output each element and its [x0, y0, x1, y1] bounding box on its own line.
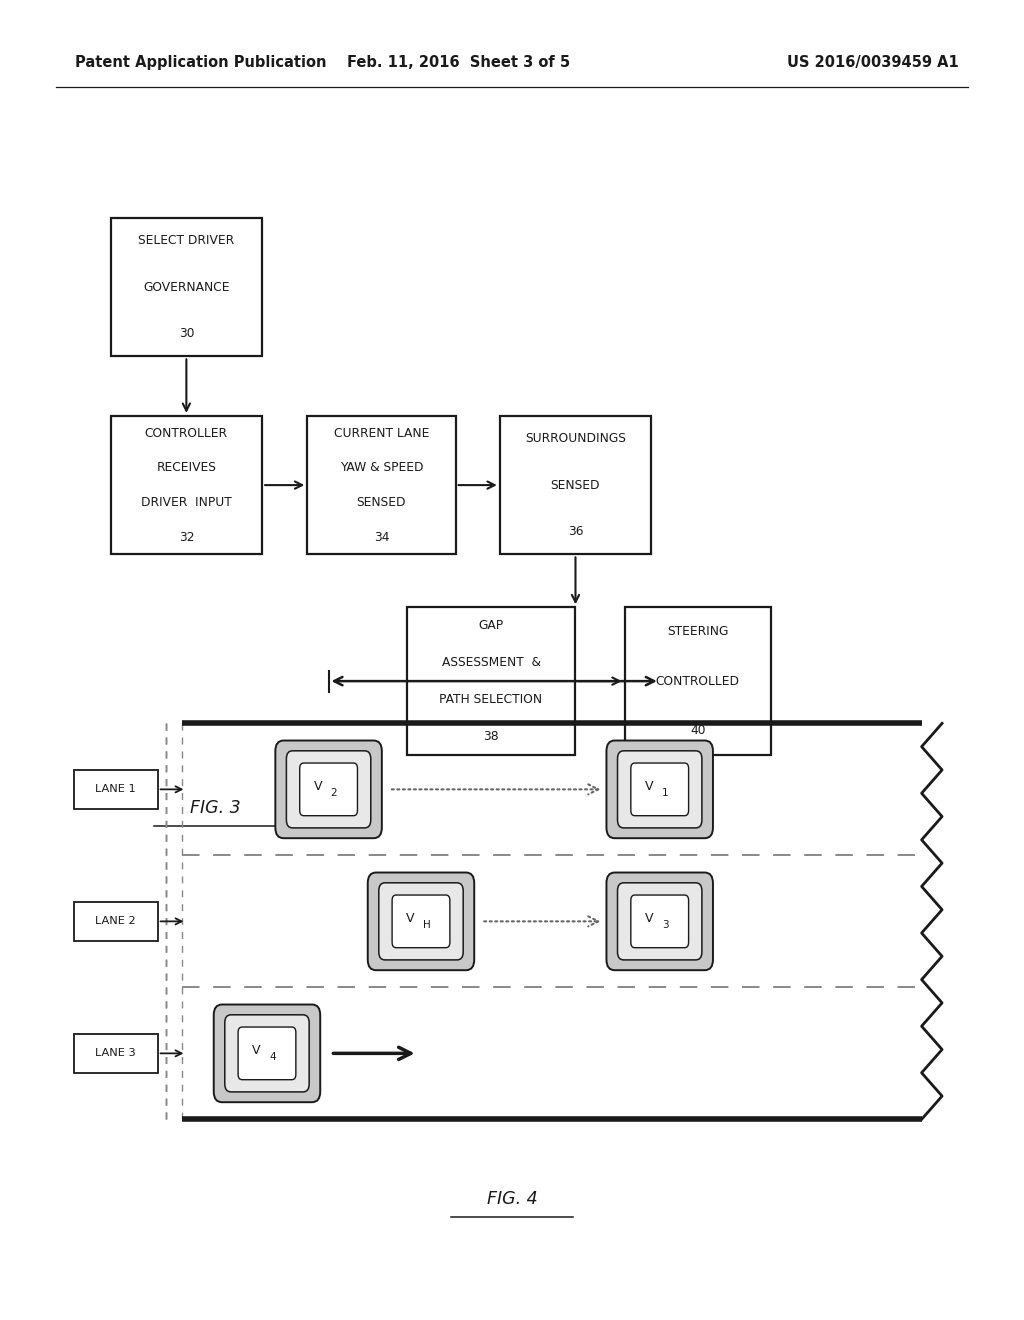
- Text: FIG. 3: FIG. 3: [189, 799, 241, 817]
- FancyBboxPatch shape: [617, 751, 701, 828]
- Text: LANE 2: LANE 2: [95, 916, 136, 927]
- FancyBboxPatch shape: [631, 895, 688, 948]
- Text: GAP: GAP: [478, 619, 504, 632]
- Text: Feb. 11, 2016  Sheet 3 of 5: Feb. 11, 2016 Sheet 3 of 5: [347, 54, 570, 70]
- Bar: [74, 1034, 158, 1073]
- Text: V: V: [252, 1044, 261, 1057]
- FancyBboxPatch shape: [214, 1005, 321, 1102]
- Text: 1: 1: [662, 788, 669, 799]
- Text: PATH SELECTION: PATH SELECTION: [439, 693, 543, 706]
- Text: 36: 36: [567, 525, 584, 537]
- Text: 4: 4: [269, 1052, 275, 1063]
- Text: CURRENT LANE: CURRENT LANE: [334, 426, 429, 440]
- Text: 32: 32: [178, 531, 195, 544]
- Bar: [111, 218, 262, 356]
- FancyBboxPatch shape: [606, 873, 713, 970]
- Text: SURROUNDINGS: SURROUNDINGS: [525, 433, 626, 445]
- Text: GOVERNANCE: GOVERNANCE: [143, 281, 229, 293]
- FancyBboxPatch shape: [631, 763, 688, 816]
- Text: SENSED: SENSED: [551, 479, 600, 491]
- Bar: [74, 902, 158, 941]
- Text: 40: 40: [690, 723, 706, 737]
- Text: FIG. 4: FIG. 4: [486, 1189, 538, 1208]
- Bar: [407, 607, 575, 755]
- Text: CONTROLLED: CONTROLLED: [655, 675, 740, 688]
- Text: SELECT DRIVER: SELECT DRIVER: [138, 235, 234, 247]
- Text: V: V: [314, 780, 323, 793]
- Text: LANE 3: LANE 3: [95, 1048, 136, 1059]
- Text: RECEIVES: RECEIVES: [157, 461, 216, 474]
- FancyBboxPatch shape: [392, 895, 450, 948]
- Bar: [500, 416, 651, 554]
- FancyBboxPatch shape: [287, 751, 371, 828]
- FancyBboxPatch shape: [379, 883, 463, 960]
- Text: Patent Application Publication: Patent Application Publication: [75, 54, 327, 70]
- FancyBboxPatch shape: [300, 763, 357, 816]
- FancyBboxPatch shape: [606, 741, 713, 838]
- Text: DRIVER  INPUT: DRIVER INPUT: [141, 496, 231, 510]
- Text: 38: 38: [483, 730, 499, 743]
- Text: ASSESSMENT  &: ASSESSMENT &: [441, 656, 541, 669]
- Bar: [111, 416, 262, 554]
- FancyBboxPatch shape: [617, 883, 701, 960]
- Text: LANE 1: LANE 1: [95, 784, 136, 795]
- Text: STEERING: STEERING: [668, 626, 728, 639]
- Bar: [307, 416, 456, 554]
- FancyBboxPatch shape: [275, 741, 382, 838]
- Text: 3: 3: [662, 920, 669, 931]
- Text: 34: 34: [374, 531, 389, 544]
- FancyBboxPatch shape: [225, 1015, 309, 1092]
- Bar: [74, 770, 158, 809]
- FancyBboxPatch shape: [368, 873, 474, 970]
- Text: YAW & SPEED: YAW & SPEED: [340, 461, 423, 474]
- Text: H: H: [423, 920, 431, 931]
- Text: SENSED: SENSED: [356, 496, 407, 510]
- Text: V: V: [645, 912, 653, 925]
- Text: 2: 2: [331, 788, 337, 799]
- Bar: [625, 607, 771, 755]
- Text: 30: 30: [178, 327, 195, 339]
- Text: V: V: [645, 780, 653, 793]
- Text: V: V: [407, 912, 415, 925]
- Text: US 2016/0039459 A1: US 2016/0039459 A1: [786, 54, 958, 70]
- FancyBboxPatch shape: [239, 1027, 296, 1080]
- Text: CONTROLLER: CONTROLLER: [144, 426, 228, 440]
